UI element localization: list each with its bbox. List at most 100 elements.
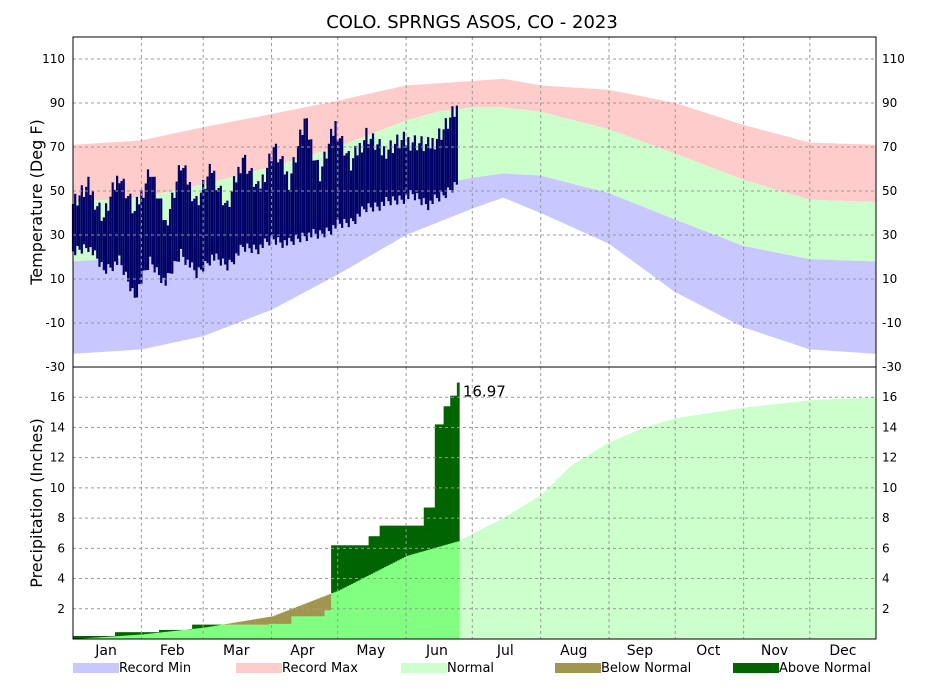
precip-normal-fill bbox=[227, 624, 231, 639]
precip-normal-fill bbox=[339, 589, 343, 639]
precip-above-normal bbox=[119, 632, 123, 636]
precip-normal-fill bbox=[298, 616, 301, 639]
precip-normal-fill bbox=[428, 549, 431, 639]
precip-above-normal bbox=[368, 536, 372, 575]
precip-below-normal bbox=[322, 596, 326, 617]
precip-normal-fill bbox=[450, 543, 454, 639]
precip-above-normal bbox=[174, 629, 178, 631]
precip-below-normal bbox=[267, 617, 270, 625]
temp-tick-label-right: 10 bbox=[882, 272, 897, 286]
precip-above-normal bbox=[392, 525, 396, 563]
precip-below-normal bbox=[245, 620, 248, 625]
precip-tick-label-left: 8 bbox=[57, 511, 65, 525]
precip-normal-fill bbox=[262, 624, 266, 639]
month-tick-label: May bbox=[356, 643, 385, 659]
precip-above-normal bbox=[194, 624, 198, 629]
precip-normal-fill bbox=[289, 623, 292, 639]
temp-tick-label-left: 50 bbox=[50, 184, 65, 198]
temp-tick-label-left: 30 bbox=[50, 228, 65, 242]
precip-below-normal bbox=[313, 600, 317, 617]
precip-above-normal bbox=[163, 629, 167, 633]
precip-above-normal bbox=[192, 624, 195, 629]
precip-below-normal bbox=[258, 618, 262, 625]
precip-below-normal bbox=[225, 624, 229, 625]
precip-above-normal bbox=[73, 635, 76, 639]
precip-below-normal bbox=[187, 629, 191, 630]
precip-tick-label-right: 14 bbox=[882, 420, 897, 434]
precip-normal-fill bbox=[189, 629, 193, 639]
precip-normal-fill bbox=[373, 572, 376, 639]
precip-normal-fill bbox=[377, 570, 381, 639]
temp-tick-label-left: 10 bbox=[50, 272, 65, 286]
precip-above-normal bbox=[432, 507, 436, 549]
precip-normal-fill bbox=[260, 624, 264, 639]
precip-normal-fill bbox=[300, 616, 304, 639]
precip-normal-fill bbox=[357, 580, 361, 639]
precip-above-normal bbox=[428, 507, 431, 550]
precip-above-normal bbox=[170, 629, 173, 632]
precip-normal-fill bbox=[220, 624, 224, 639]
precip-above-normal bbox=[397, 525, 401, 561]
precip-normal-fill bbox=[412, 554, 416, 639]
precip-above-normal bbox=[419, 525, 423, 553]
precip-above-normal bbox=[95, 635, 98, 638]
precip-normal-fill bbox=[432, 548, 436, 639]
precip-normal-fill bbox=[209, 626, 213, 639]
precip-normal-fill bbox=[399, 559, 403, 639]
precip-normal-fill bbox=[379, 569, 383, 639]
precip-normal-fill bbox=[152, 633, 156, 639]
precip-above-normal bbox=[154, 632, 158, 634]
precip-below-normal bbox=[324, 595, 328, 611]
precip-normal-fill bbox=[121, 635, 125, 639]
precip-above-normal bbox=[150, 632, 154, 634]
precip-normal-fill bbox=[448, 543, 451, 639]
precip-below-normal bbox=[315, 599, 319, 617]
precip-normal-fill bbox=[273, 623, 277, 639]
legend-swatch bbox=[236, 663, 282, 673]
precip-normal-fill bbox=[103, 636, 107, 639]
precip-normal-fill bbox=[364, 577, 368, 639]
precip-above-normal bbox=[350, 545, 354, 584]
precip-tick-label-right: 6 bbox=[882, 541, 890, 555]
precip-above-normal bbox=[132, 632, 136, 636]
legend-label: Record Max bbox=[282, 661, 358, 676]
precip-normal-fill bbox=[390, 563, 394, 639]
precip-above-normal bbox=[196, 624, 200, 629]
precip-tick-label-left: 4 bbox=[57, 572, 65, 586]
precip-normal-fill bbox=[223, 624, 226, 639]
precip-tick-label-right: 8 bbox=[882, 511, 890, 525]
precip-above-normal bbox=[88, 635, 92, 638]
precip-normal-fill bbox=[132, 635, 136, 639]
precip-tick-label-left: 12 bbox=[50, 451, 65, 465]
precip-normal-fill bbox=[207, 626, 211, 639]
temp-tick-label-right: 110 bbox=[882, 52, 905, 66]
precip-normal-fill bbox=[342, 588, 345, 639]
precip-normal-fill bbox=[388, 564, 392, 639]
precip-above-normal bbox=[92, 635, 96, 638]
precip-above-normal bbox=[421, 525, 425, 552]
precip-below-normal bbox=[264, 617, 268, 625]
precip-above-normal bbox=[106, 635, 109, 637]
observed-precipitation bbox=[73, 382, 460, 639]
precip-normal-fill bbox=[302, 616, 306, 639]
precip-normal-fill bbox=[423, 550, 427, 639]
precip-normal-fill bbox=[92, 637, 96, 639]
precip-above-normal bbox=[361, 545, 365, 579]
legend-label: Normal bbox=[447, 661, 494, 676]
precip-above-normal bbox=[430, 507, 434, 549]
precip-below-normal bbox=[273, 615, 277, 624]
precip-normal-fill bbox=[417, 552, 420, 639]
precip-normal-fill bbox=[370, 573, 374, 639]
precip-above-normal bbox=[176, 629, 180, 631]
precip-normal-fill bbox=[97, 637, 101, 639]
precip-normal-fill bbox=[141, 634, 145, 639]
precip-normal-fill bbox=[436, 547, 440, 639]
precip-normal-fill bbox=[434, 547, 438, 639]
precip-normal-fill bbox=[117, 636, 120, 639]
legend-swatch bbox=[73, 663, 119, 673]
precip-normal-fill bbox=[350, 583, 354, 639]
precip-normal-fill bbox=[284, 623, 288, 639]
precip-above-normal bbox=[412, 525, 416, 554]
precip-normal-fill bbox=[331, 593, 334, 639]
precip-normal-fill bbox=[258, 624, 262, 639]
